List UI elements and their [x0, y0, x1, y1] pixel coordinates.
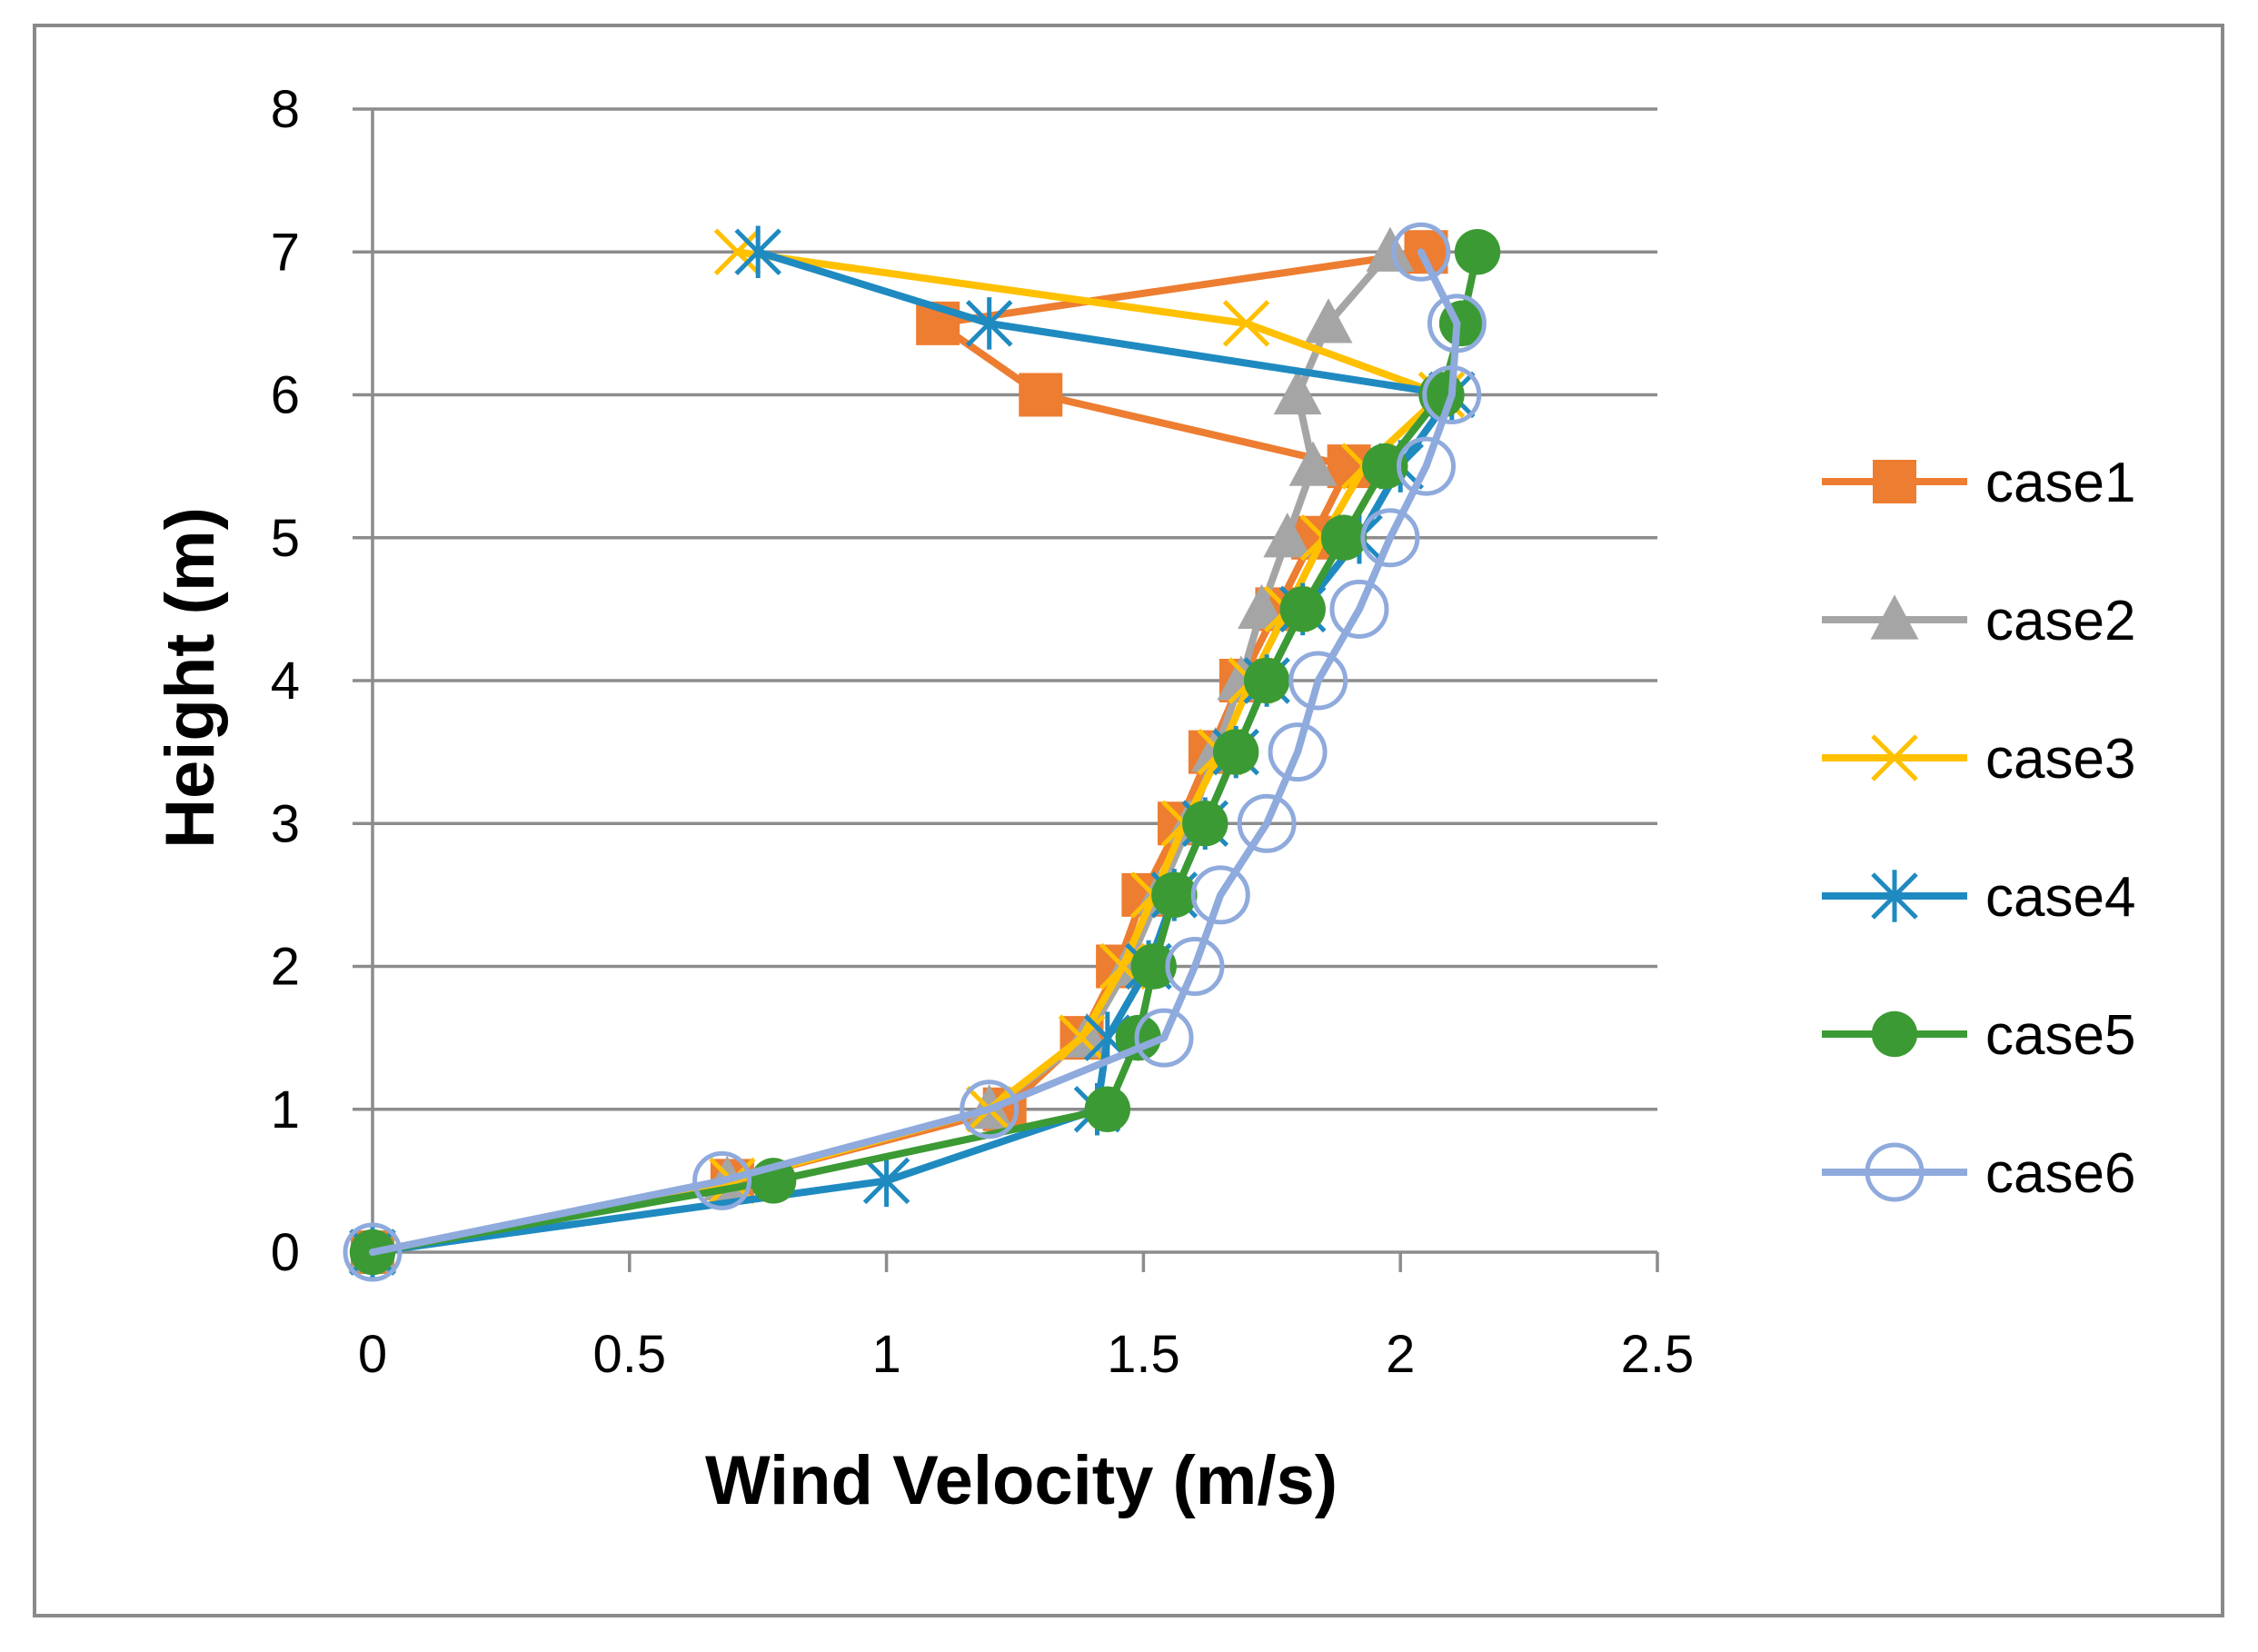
data-point: [960, 1080, 1020, 1139]
legend-label: case1: [1985, 452, 2135, 514]
data-point: [343, 1222, 403, 1282]
data-point: [862, 1154, 910, 1208]
legend-marker: [1871, 734, 1918, 781]
y-tick-label: 2: [271, 938, 300, 997]
data-point: [1237, 793, 1297, 853]
data-point: [1329, 579, 1389, 639]
legend-marker: [1870, 594, 1919, 640]
chart-frame: [33, 24, 2224, 1617]
data-point: [1288, 651, 1348, 711]
y-tick-label: 5: [271, 509, 300, 568]
data-point: [692, 1150, 752, 1210]
data-point: [713, 228, 761, 276]
legend-marker: [1865, 1142, 1925, 1202]
y-tick-label: 3: [271, 794, 300, 853]
legend-item-case1: case1: [1822, 452, 2135, 514]
data-point: [1279, 586, 1326, 632]
x-tick-label: 2: [1386, 1325, 1415, 1384]
data-point: [1396, 436, 1456, 496]
legend-item-case3: case3: [1822, 728, 2135, 791]
y-tick-label: 7: [271, 223, 300, 282]
data-point: [1151, 871, 1198, 919]
legend-item-case6: case6: [1822, 1142, 2135, 1205]
axes: [353, 107, 1659, 1272]
data-point: [1391, 222, 1451, 282]
y-tick-label: 1: [271, 1080, 300, 1139]
y-tick-label: 8: [271, 80, 300, 139]
data-point: [1360, 508, 1420, 568]
x-tick-label: 0.5: [592, 1325, 666, 1384]
data-point: [1130, 943, 1177, 990]
tick-labels: 0 1 2 3 4 5 6 7 8 0 0.5 1 1.5 2 2.5: [271, 80, 1695, 1384]
data-point: [1213, 729, 1259, 775]
data-point: [1263, 513, 1312, 558]
x-tick-label: 0: [358, 1325, 387, 1384]
legend-item-case2: case2: [1822, 590, 2135, 652]
legend-marker: [1871, 870, 1918, 922]
data-point: [1165, 937, 1225, 996]
x-tick-label: 1.5: [1107, 1325, 1180, 1384]
data-point: [1268, 722, 1328, 782]
legend-label: case5: [1985, 1004, 2135, 1067]
legend-marker: [1873, 460, 1916, 503]
series-case6: [343, 222, 1487, 1282]
legend-marker: [1871, 1010, 1918, 1058]
x-tick-label: 2.5: [1621, 1325, 1695, 1384]
data-point: [1422, 365, 1482, 424]
data-point: [1288, 441, 1338, 486]
data-point: [1134, 1008, 1194, 1068]
data-point: [1273, 369, 1322, 415]
y-tick-label: 0: [271, 1223, 300, 1282]
x-axis-title: Wind Velocity (m/s): [705, 1442, 1338, 1519]
data-point: [1366, 226, 1415, 272]
data-point: [1304, 298, 1353, 343]
legend-label: case4: [1985, 866, 2135, 929]
legend: case1 case2 case3 case4 case5 case6: [1822, 452, 2135, 1205]
legend-label: case3: [1985, 728, 2135, 791]
legend-item-case4: case4: [1822, 866, 2135, 929]
legend-label: case2: [1985, 590, 2135, 652]
data-point: [1182, 801, 1228, 847]
y-tick-label: 6: [271, 366, 300, 425]
data-point: [734, 225, 781, 279]
data-point: [1019, 373, 1063, 417]
x-tick-label: 1: [871, 1325, 900, 1384]
data-point: [1454, 229, 1501, 275]
legend-label: case6: [1985, 1142, 2135, 1205]
data-point: [1243, 657, 1290, 704]
y-axis-title: Height (m): [152, 507, 229, 849]
data-point: [1362, 443, 1408, 490]
data-point: [1238, 583, 1286, 629]
data-point: [1190, 865, 1250, 925]
data-point: [1320, 514, 1368, 561]
y-tick-label: 4: [271, 652, 300, 711]
data-point: [1084, 1086, 1131, 1132]
series-layer: [343, 222, 1501, 1282]
data-point: [1222, 300, 1270, 347]
data-point: [965, 297, 1013, 350]
data-point: [1058, 1014, 1106, 1061]
data-point: [1427, 294, 1487, 353]
legend-item-case5: case5: [1822, 1004, 2135, 1067]
